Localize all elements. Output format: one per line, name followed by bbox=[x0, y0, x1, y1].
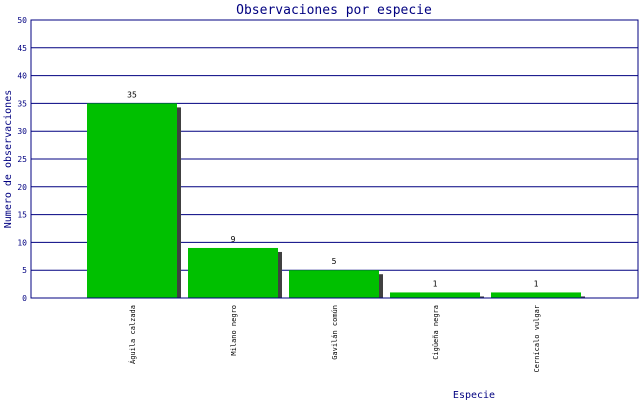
y-tick-label: 10 bbox=[17, 238, 27, 247]
bar bbox=[390, 292, 480, 298]
y-tick-label: 45 bbox=[17, 44, 27, 53]
data-label: 35 bbox=[127, 90, 137, 99]
category-labels: Águila calzada Milano negro Gavilán común C… bbox=[128, 305, 541, 372]
bar bbox=[289, 270, 379, 298]
y-tick-labels: 0 5 10 15 20 25 30 35 40 45 50 bbox=[17, 16, 27, 303]
y-tick-label: 25 bbox=[17, 155, 27, 164]
y-tick-label: 5 bbox=[22, 266, 27, 275]
y-tick-label: 20 bbox=[17, 183, 27, 192]
category-label: Cigüeña negra bbox=[432, 305, 440, 360]
bars bbox=[87, 103, 585, 299]
data-labels: 35 9 5 1 1 bbox=[127, 90, 538, 288]
plot-frame bbox=[30, 19, 639, 299]
y-tick-label: 35 bbox=[17, 99, 27, 108]
data-label: 5 bbox=[332, 257, 337, 266]
y-tick-label: 0 bbox=[22, 294, 27, 303]
category-label: Milano negro bbox=[230, 305, 238, 356]
y-axis-label: Numero de observaciones bbox=[3, 90, 14, 228]
bar bbox=[491, 292, 581, 298]
data-label: 1 bbox=[534, 279, 539, 288]
y-tick-label: 15 bbox=[17, 211, 27, 220]
data-label: 9 bbox=[231, 235, 236, 244]
y-tick-label: 30 bbox=[17, 127, 27, 136]
category-label: Águila calzada bbox=[128, 305, 137, 364]
data-label: 1 bbox=[433, 279, 438, 288]
y-tick-label: 50 bbox=[17, 16, 27, 25]
x-axis-label: Especie bbox=[453, 390, 495, 400]
bar bbox=[188, 247, 278, 298]
chart-title: Observaciones por especie bbox=[236, 3, 432, 18]
category-label: Cernícalo vulgar bbox=[533, 305, 541, 372]
category-label: Gavilán común bbox=[331, 305, 339, 360]
bar bbox=[87, 103, 177, 299]
y-tick-label: 40 bbox=[17, 72, 27, 81]
